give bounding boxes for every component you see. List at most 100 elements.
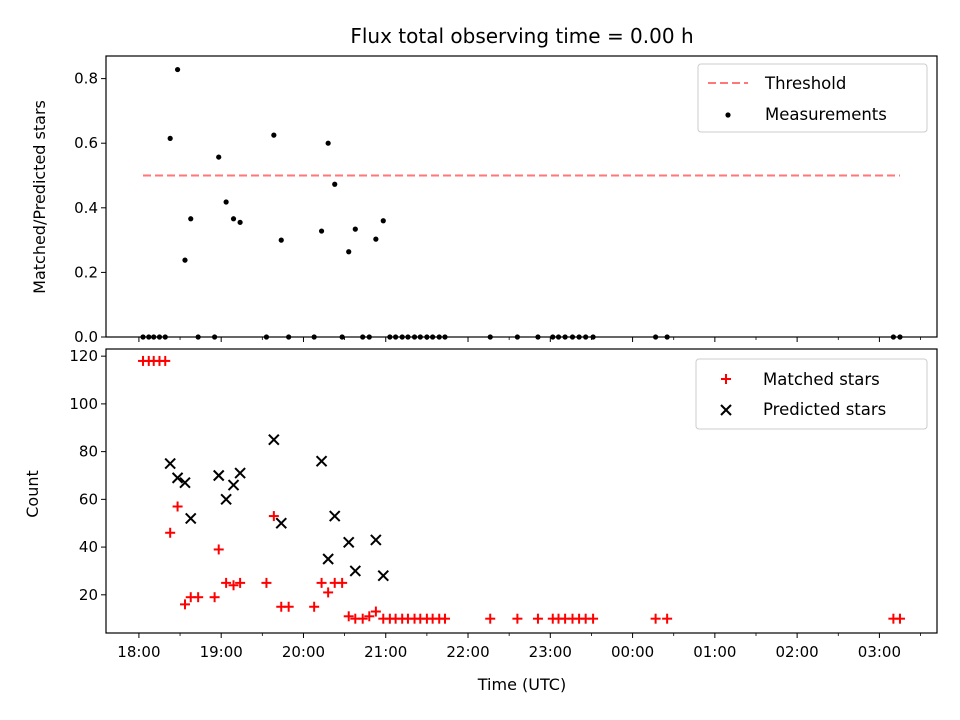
legend-matched-label: Matched stars	[763, 370, 880, 389]
predicted-star-point	[315, 455, 328, 467]
matched-star-point	[172, 501, 183, 512]
matched-star-point	[357, 613, 368, 624]
x-tick-label: 23:00	[529, 643, 572, 661]
x-tick-label: 18:00	[117, 643, 160, 661]
predicted-star-point	[268, 433, 280, 446]
legend-threshold-label: Threshold	[764, 74, 846, 93]
matched-star-point	[323, 587, 334, 598]
x-tick-label: 21:00	[364, 643, 407, 661]
matched-star-point	[316, 577, 327, 588]
legend-measurement-label: Measurements	[765, 105, 887, 124]
matched-star-point	[588, 613, 599, 624]
chart-title: Flux total observing time = 0.00 h	[350, 24, 693, 48]
top-y-axis-label: Matched/Predicted stars	[30, 100, 49, 294]
predicted-star-point	[329, 510, 341, 522]
legend-matched-swatch	[721, 374, 731, 384]
matched-star-point	[532, 613, 543, 624]
matched-star-point	[209, 592, 220, 603]
matched-stars-points	[138, 355, 905, 624]
top-y-tick-label: 0.0	[74, 328, 98, 346]
measurement-point	[230, 216, 237, 222]
x-tick-label: 19:00	[200, 643, 243, 661]
measurement-point	[318, 228, 325, 234]
legend-measurement-swatch	[725, 112, 731, 118]
top-y-tick-label: 0.2	[74, 263, 98, 281]
matched-star-point	[364, 611, 375, 622]
x-tick-label: 22:00	[446, 643, 489, 661]
measurement-point	[223, 199, 229, 205]
bottom-legend: Matched stars Predicted stars	[695, 358, 928, 430]
measurement-point	[352, 226, 358, 232]
measurement-point	[237, 219, 243, 225]
measurement-point	[346, 249, 352, 255]
matched-star-point	[160, 355, 171, 366]
predicted-star-point	[349, 565, 362, 577]
x-tick-label: 02:00	[776, 643, 819, 661]
measurement-point	[167, 135, 173, 141]
predicted-star-point	[171, 472, 184, 484]
matched-star-point	[235, 577, 246, 588]
matched-star-point	[512, 613, 523, 624]
measurement-point	[182, 257, 188, 263]
predicted-star-point	[322, 553, 334, 565]
legend-predicted-marker	[720, 404, 732, 416]
matched-star-point	[221, 577, 232, 588]
matched-star-point	[179, 599, 190, 610]
top-plot-frame	[105, 55, 938, 338]
matched-star-point	[261, 577, 272, 588]
matched-star-point	[228, 580, 239, 591]
predicted-stars-points	[164, 433, 389, 582]
predicted-star-point	[185, 512, 197, 525]
legend-predicted-label: Predicted stars	[763, 400, 886, 419]
predicted-star-point	[377, 570, 389, 582]
top-y-tick-label: 0.4	[74, 199, 98, 217]
bottom-y-tick-label: 120	[69, 347, 98, 365]
bottom-plot-frame	[105, 348, 938, 634]
matched-star-point	[309, 601, 320, 612]
matched-star-point	[439, 613, 450, 624]
matched-star-point	[165, 527, 176, 538]
predicted-star-point	[275, 517, 287, 529]
legend-matched-marker	[721, 374, 731, 384]
top-legend-box	[697, 63, 928, 133]
x-axis-label: Time (UTC)	[477, 675, 566, 694]
bottom-y-tick-label: 80	[79, 443, 98, 461]
bottom-subplot: 18:00 19:00 20:00 21:00 22:00 23:00 00:00 01:00…	[23, 347, 938, 694]
x-tick-label: 03:00	[858, 643, 901, 661]
x-tick-label: 01:00	[693, 643, 736, 661]
measurement-point	[373, 236, 379, 242]
predicted-star-point	[234, 467, 246, 479]
bottom-y-tick-label: 20	[79, 586, 98, 604]
matched-star-point	[337, 577, 348, 588]
matched-star-point	[894, 613, 905, 624]
top-subplot: 0.00.20.40.60.8 Matched/Predicted stars …	[30, 55, 938, 346]
predicted-star-point	[343, 536, 355, 549]
measurement-point	[332, 181, 338, 187]
matched-star-point	[343, 611, 354, 622]
predicted-star-point	[164, 457, 176, 470]
measurement-point	[188, 216, 194, 222]
measurement-point	[174, 66, 181, 73]
predicted-star-point	[227, 479, 240, 491]
x-tick-label: 00:00	[611, 643, 654, 661]
x-tick-label: 20:00	[282, 643, 325, 661]
predicted-star-point	[220, 493, 232, 506]
predicted-star-point	[179, 476, 191, 489]
bottom-y-tick-label: 60	[79, 490, 98, 508]
measurement-point	[271, 132, 277, 138]
matched-star-point	[650, 613, 661, 624]
measurement-point	[380, 218, 386, 224]
matched-star-point	[485, 613, 496, 624]
top-y-tick-label: 0.6	[74, 134, 98, 152]
matched-star-point	[370, 606, 381, 617]
top-y-tick-label: 0.8	[74, 70, 98, 88]
measurement-point	[216, 154, 222, 160]
bottom-y-tick-label: 100	[69, 395, 98, 413]
predicted-star-point	[213, 469, 225, 482]
matched-star-point	[662, 613, 673, 624]
legend-predicted-swatch	[720, 404, 732, 416]
top-legend: Threshold Measurements	[697, 63, 928, 133]
bottom-y-tick-label: 40	[79, 538, 98, 556]
predicted-star-point	[370, 534, 382, 546]
